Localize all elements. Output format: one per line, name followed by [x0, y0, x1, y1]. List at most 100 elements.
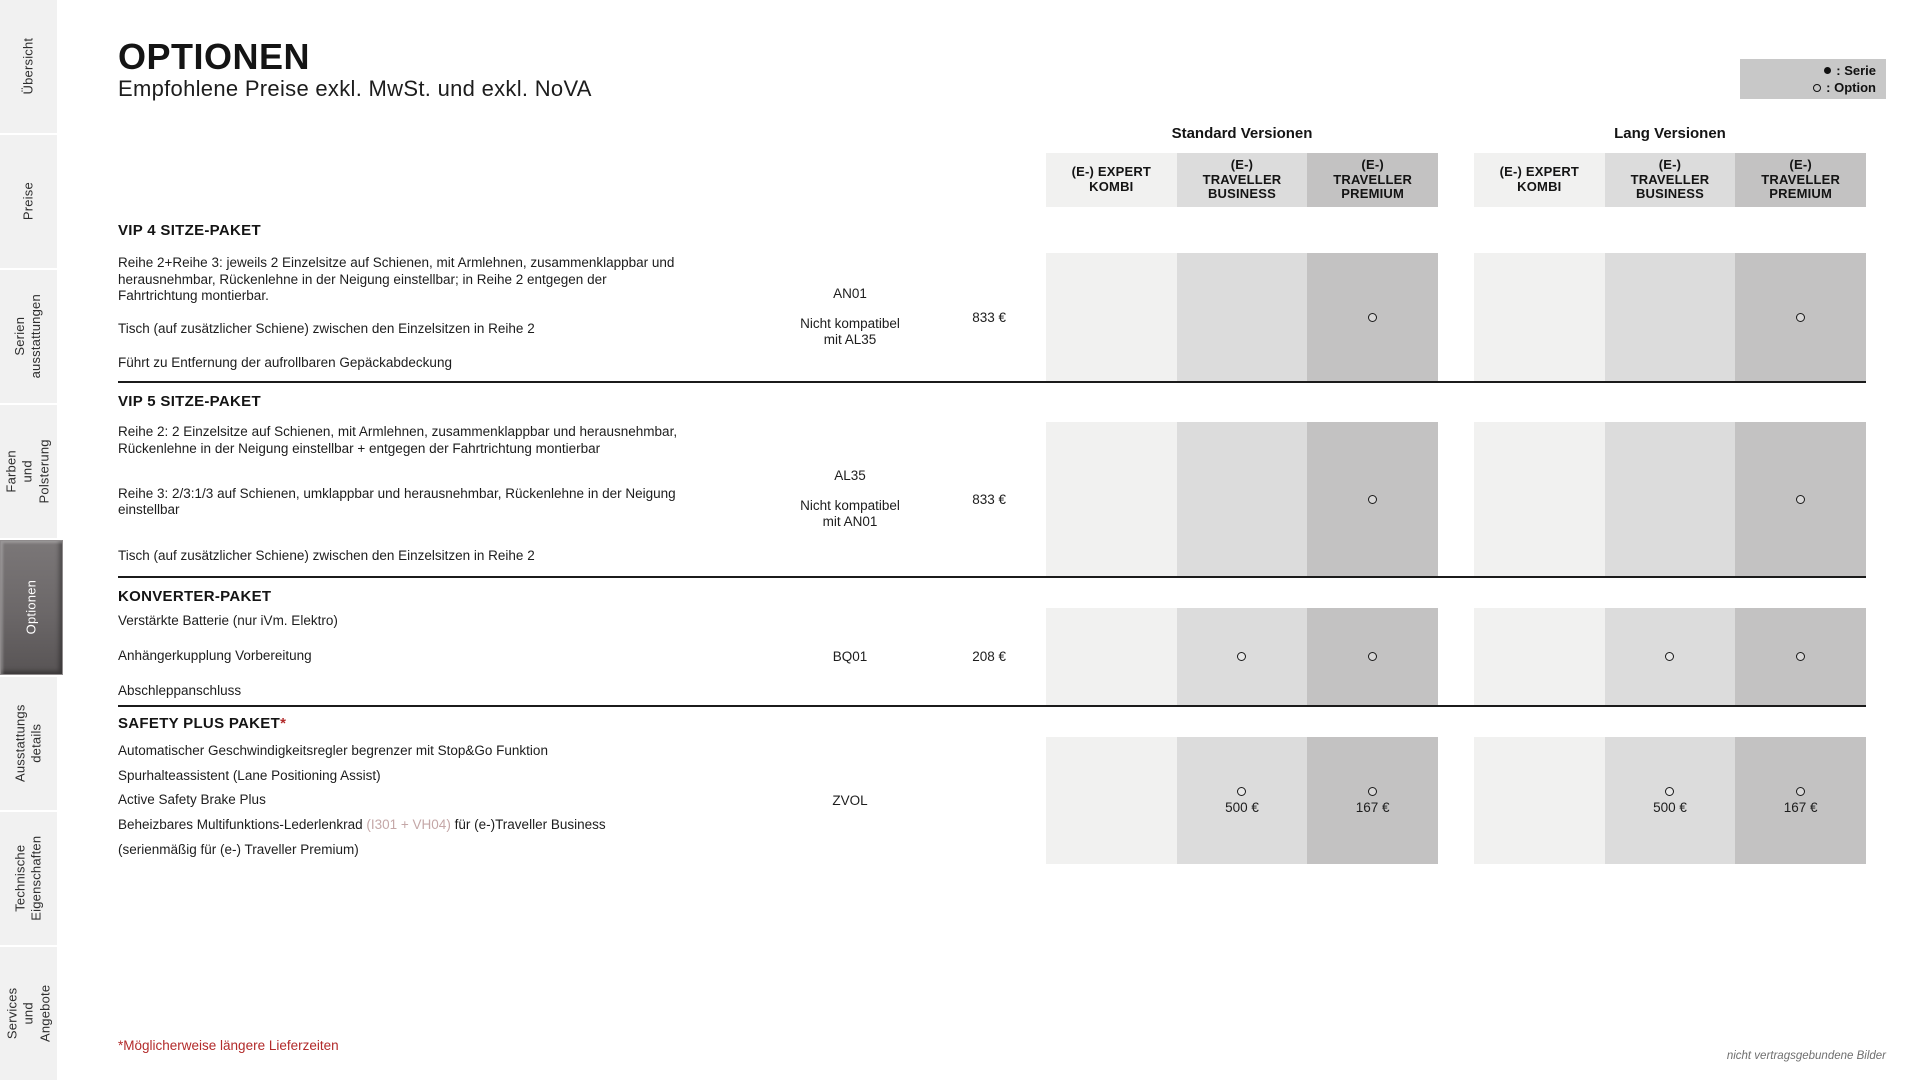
col-header-traveller-business: (E-) TRAVELLER BUSINESS [1176, 153, 1308, 207]
sidebar-item-label: Services und Angebote [4, 984, 52, 1043]
section-konverter: KONVERTER-PAKET Verstärkte Batterie (nur… [118, 588, 1866, 707]
option-mark-with-price: 167 € [1784, 786, 1818, 815]
delivery-footnote: *Möglicherweise längere Lieferzeiten [118, 1038, 339, 1053]
serie-dot-icon [1824, 67, 1832, 74]
cell-expert-kombi [1046, 737, 1177, 864]
sidebar-item-serienausstattungen[interactable]: Serien ausstattungen [0, 270, 57, 403]
sidebar-item-ausstattungsdetails[interactable]: Ausstattungs details [0, 677, 57, 810]
option-description: Verstärkte Batterie (nur iVm. Elektro) [118, 613, 338, 628]
sidebar-item-label: Farben und Polsterung [4, 439, 52, 504]
col-header-expert-kombi: (E-) EXPERT KOMBI [1474, 153, 1605, 207]
option-price: 833 € [972, 491, 1006, 507]
section-title-text: KONVERTER-PAKET [118, 588, 272, 605]
cell-price: 167 € [1355, 799, 1390, 815]
standard-columns: (E-) EXPERT KOMBI (E-) TRAVELLER BUSINES… [1046, 153, 1438, 207]
cell-traveller-premium [1307, 422, 1438, 576]
standard-cells [1046, 422, 1438, 576]
option-mark-with-price: 500 € [1225, 786, 1259, 815]
option-description: Abschleppanschluss [118, 682, 242, 698]
option-code: ZVOL [790, 737, 910, 864]
option-description: Tisch (auf zusätzlicher Schiene) zwische… [118, 547, 535, 563]
section-title-asterisk: * [280, 715, 287, 732]
column-headers: (E-) EXPERT KOMBI (E-) TRAVELLER BUSINES… [118, 153, 1866, 207]
cell-traveller-premium [1735, 253, 1866, 381]
option-mark-with-price: 500 € [1653, 786, 1687, 815]
page-subtitle: Empfohlene Preise exkl. MwSt. und exkl. … [118, 76, 592, 101]
sidebar-item-services-und-angebote[interactable]: Services und Angebote [0, 947, 57, 1080]
option-description: Tisch (auf zusätzlicher Schiene) zwische… [118, 321, 535, 337]
cell-traveller-business: 500 € [1604, 737, 1736, 864]
option-code-note: Nicht kompatibel mit AL35 [800, 316, 900, 347]
sidebar-item-uebersicht[interactable]: Übersicht [0, 0, 57, 133]
legend-serie-label: : Serie [1836, 63, 1876, 78]
option-descriptions: Reihe 2+Reihe 3: jeweils 2 Einzelsitze a… [118, 253, 790, 381]
sidebar-item-technische-eigenschaften[interactable]: Technische Eigenschaften [0, 812, 57, 945]
section-title-text: VIP 5 SITZE-PAKET [118, 393, 261, 410]
legend: : Serie : Option [1740, 59, 1886, 99]
cell-traveller-business [1604, 422, 1736, 576]
cell-price: 500 € [1653, 799, 1687, 815]
option-code-value: AN01 [833, 286, 867, 301]
section-title-text: SAFETY PLUS PAKET [118, 715, 281, 732]
option-description: Führt zu Entfernung der aufrollbaren Gep… [118, 354, 452, 370]
option-circle-icon [1796, 786, 1806, 796]
section-divider [118, 381, 1866, 383]
option-description: Active Safety Brake Plus [118, 792, 266, 808]
option-description: (serienmäßig für (e-) Traveller Premium) [118, 841, 359, 857]
cell-expert-kombi [1474, 737, 1605, 864]
sidebar-item-label: Preise [20, 182, 36, 221]
sidebar-item-preise[interactable]: Preise [0, 135, 57, 268]
col-header-traveller-premium: (E-) TRAVELLER PREMIUM [1307, 153, 1438, 207]
cell-traveller-premium: 167 € [1307, 737, 1438, 864]
sidebar-item-label: Ausstattungs details [12, 704, 44, 783]
option-circle-icon [1665, 786, 1675, 796]
option-price: 208 € [972, 649, 1006, 664]
option-price [910, 737, 1010, 864]
version-group-titles: Standard Versionen Lang Versionen [118, 125, 1866, 153]
cell-traveller-premium [1307, 253, 1438, 381]
standard-cells [1046, 253, 1438, 381]
cell-expert-kombi [1474, 422, 1605, 576]
col-header-expert-kombi: (E-) EXPERT KOMBI [1046, 153, 1177, 207]
option-description: Spurhalteassistent (Lane Positioning Ass… [118, 767, 381, 783]
cell-traveller-premium [1735, 608, 1866, 705]
cell-traveller-premium: 167 € [1735, 737, 1866, 864]
section-divider [118, 705, 1866, 707]
option-circle-icon [1368, 652, 1378, 661]
option-description: Reihe 2+Reihe 3: jeweils 2 Einzelsitze a… [118, 255, 675, 303]
legend-option-label: : Option [1826, 80, 1876, 95]
section-title: VIP 4 SITZE-PAKET [118, 222, 1866, 242]
option-description: Reihe 3: 2/3:1/3 auf Schienen, umklappba… [118, 485, 676, 518]
option-circle-icon [1796, 652, 1806, 661]
option-dot-icon [1813, 83, 1822, 92]
group-title-standard: Standard Versionen [1171, 125, 1313, 142]
sidebar-item-optionen[interactable]: Optionen [0, 540, 63, 675]
option-circle-icon [1796, 312, 1806, 322]
sidebar-item-farben-und-polsterung[interactable]: Farben und Polsterung [0, 405, 57, 538]
cell-traveller-business [1176, 253, 1308, 381]
option-code: AN01 Nicht kompatibel mit AL35 [790, 253, 910, 381]
option-circle-icon [1368, 312, 1378, 322]
section-title: VIP 5 SITZE-PAKET [118, 393, 1866, 413]
option-circle-icon [1237, 652, 1247, 661]
sidebar-item-label: Serien ausstattungen [12, 294, 44, 379]
lang-cells [1474, 253, 1866, 381]
option-mark-with-price: 167 € [1355, 786, 1390, 815]
page-title: OPTIONEN [118, 36, 311, 77]
option-descriptions: Verstärkte Batterie (nur iVm. Elektro) A… [118, 608, 790, 705]
option-code-value: AL35 [834, 468, 866, 483]
section-safety-plus: SAFETY PLUS PAKET* Automatischer Geschwi… [118, 715, 1866, 864]
sidebar-item-label: Technische Eigenschaften [12, 836, 44, 921]
image-disclaimer: nicht vertragsgebundene Bilder [1726, 1050, 1886, 1062]
legend-option: : Option [1813, 80, 1876, 95]
cell-price: 500 € [1225, 799, 1259, 815]
option-code: BQ01 [790, 608, 910, 705]
option-description: Automatischer Geschwindigkeitsregler beg… [118, 743, 548, 758]
option-code-note: Nicht kompatibel mit AN01 [800, 498, 900, 529]
option-description: Anhängerkupplung Vorbereitung [118, 647, 312, 663]
col-header-traveller-business: (E-) TRAVELLER BUSINESS [1604, 153, 1736, 207]
option-descriptions: Automatischer Geschwindigkeitsregler beg… [118, 737, 790, 864]
option-circle-icon [1368, 786, 1378, 796]
col-header-traveller-premium: (E-) TRAVELLER PREMIUM [1735, 153, 1866, 207]
section-vip4: VIP 4 SITZE-PAKET Reihe 2+Reihe 3: jewei… [118, 222, 1866, 383]
